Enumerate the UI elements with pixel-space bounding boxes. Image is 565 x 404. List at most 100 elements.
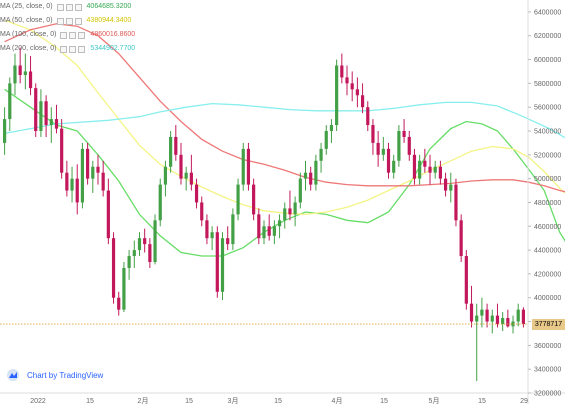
candle-body — [169, 136, 173, 167]
x-tick-label: 2022 — [30, 398, 46, 404]
candles-layer — [2, 47, 526, 382]
candle — [288, 190, 292, 221]
candle — [101, 160, 105, 197]
candle — [443, 172, 448, 197]
candle-body — [521, 309, 526, 325]
candle — [2, 107, 7, 155]
candle-body — [490, 315, 494, 322]
candle-body — [236, 184, 240, 215]
candle-body — [143, 238, 147, 245]
y-tick-label: 5600000 — [534, 105, 561, 112]
candle — [86, 142, 90, 185]
candle — [277, 214, 282, 239]
candle — [303, 160, 308, 191]
candle-body — [257, 214, 261, 239]
candle — [189, 154, 193, 191]
candle-body — [65, 172, 69, 191]
y-tick-label: 4600000 — [534, 224, 561, 231]
candle — [252, 178, 256, 221]
x-tick-label: 3月 — [228, 397, 239, 404]
eye-icon[interactable] — [60, 45, 68, 53]
candle-body — [91, 166, 95, 179]
candle — [54, 104, 59, 134]
candle-body — [106, 190, 110, 239]
eye-icon[interactable] — [56, 17, 64, 25]
candle — [490, 309, 494, 334]
candle-body — [371, 125, 375, 143]
candle — [423, 148, 427, 173]
candle-body — [324, 131, 328, 149]
settings-icon[interactable] — [65, 17, 73, 25]
candle-body — [376, 142, 380, 155]
y-tick-label: 6200000 — [534, 33, 561, 40]
candle — [459, 214, 463, 262]
settings-icon[interactable] — [69, 31, 77, 39]
candle — [475, 303, 479, 382]
candle-body — [423, 160, 427, 167]
candle-body — [428, 166, 432, 173]
candle-body — [355, 89, 359, 96]
close-icon[interactable] — [74, 3, 82, 11]
candle-body — [70, 178, 74, 191]
close-icon[interactable] — [78, 45, 86, 53]
candle-body — [200, 202, 204, 221]
candle-body — [75, 178, 79, 203]
candle — [511, 315, 515, 334]
x-tick-label: 15 — [86, 398, 94, 404]
candle — [309, 166, 313, 191]
eye-icon[interactable] — [56, 3, 64, 11]
legend-row-ma200: MA (200, close, 0) 5344902.7700 — [0, 42, 135, 56]
candle-body — [262, 226, 266, 239]
candle — [418, 154, 422, 185]
legend-ma100-name: MA (100, close, 0) — [0, 31, 57, 38]
candle — [23, 53, 27, 90]
candle — [324, 125, 328, 155]
candle — [194, 178, 199, 209]
candle — [117, 291, 121, 316]
close-icon[interactable] — [78, 31, 86, 39]
y-tick-label: 4000000 — [534, 295, 561, 302]
y-tick-label: 5000000 — [534, 176, 561, 183]
candle — [137, 232, 142, 257]
candle — [215, 226, 219, 298]
candle — [506, 309, 510, 328]
candle-body — [267, 226, 271, 236]
candle-body — [34, 88, 38, 131]
tradingview-brand[interactable]: Chart by TradingView — [7, 369, 103, 381]
candle-body — [252, 184, 256, 215]
last-price-badge: 3778717 — [532, 318, 565, 330]
candle — [60, 119, 64, 179]
candle — [464, 250, 468, 310]
candle — [220, 232, 225, 301]
candle-body — [288, 208, 292, 215]
candle-body — [309, 172, 313, 185]
eye-icon[interactable] — [60, 31, 68, 39]
candle-body — [480, 309, 484, 316]
candle-body — [469, 303, 474, 322]
candle-body — [241, 148, 245, 185]
candle-body — [163, 166, 168, 185]
candle — [433, 160, 437, 179]
candle-body — [132, 250, 136, 257]
legend-ma200-value: 5344902.7700 — [90, 45, 136, 52]
candle — [469, 285, 474, 328]
candle-body — [101, 172, 105, 191]
settings-icon[interactable] — [69, 45, 77, 53]
y-tick-label: 5200000 — [534, 152, 561, 159]
candle — [272, 220, 276, 245]
candle — [293, 196, 297, 227]
candle — [381, 136, 385, 161]
candle — [179, 142, 183, 185]
candle-body — [397, 131, 401, 161]
close-icon[interactable] — [74, 17, 82, 25]
candle-body — [137, 238, 142, 251]
legend-row-ma25: MA (25, close, 0) 4064685.3200 — [0, 0, 135, 14]
candle-body — [314, 160, 318, 185]
settings-icon[interactable] — [65, 3, 73, 11]
candle-body — [283, 208, 287, 221]
candle — [355, 77, 359, 108]
candle-body — [184, 172, 188, 179]
candle-body — [96, 166, 100, 173]
